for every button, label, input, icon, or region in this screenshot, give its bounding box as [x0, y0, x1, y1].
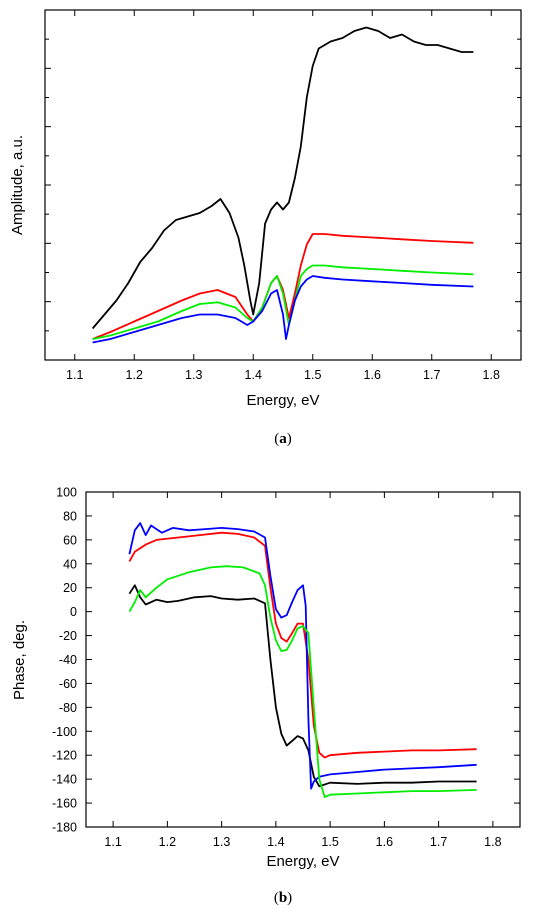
phase-x-tick-label: 1.7 — [430, 835, 447, 849]
phase-y-tick-label: 80 — [63, 509, 77, 523]
amplitude-x-axis-label: Energy, eV — [246, 392, 319, 409]
phase-y-tick-label: 40 — [63, 557, 77, 571]
phase-x-tick-label: 1.2 — [159, 835, 176, 849]
phase-x-tick-label: 1.3 — [213, 835, 230, 849]
phase-x-tick-label: 1.6 — [376, 835, 393, 849]
phase-series-green — [128, 565, 477, 798]
phase-y-tick-label: 60 — [63, 533, 77, 547]
phase-y-tick-label: -100 — [52, 725, 77, 739]
phase-series — [128, 522, 477, 798]
phase-series-blue — [128, 522, 477, 790]
phase-y-tick-label: -140 — [52, 773, 77, 787]
phase-y-axis-label: Phase, deg. — [11, 620, 28, 700]
phase-x-axis-label: Energy, eV — [266, 853, 339, 870]
phase-y-tick-label: -60 — [59, 677, 77, 691]
amplitude-x-ticks: 1.1 1.2 1.3 1.4 1.5 1.6 1.7 1.8 — [66, 10, 500, 382]
amplitude-series-green — [92, 264, 474, 340]
panel-b-label: (b) — [274, 890, 292, 906]
amplitude-plot-frame — [44, 9, 522, 361]
phase-y-tick-label: -40 — [59, 653, 77, 667]
phase-y-tick-label: 20 — [63, 581, 77, 595]
amplitude-x-tick-label: 1.3 — [185, 368, 202, 382]
amplitude-chart: 1.1 1.2 1.3 1.4 1.5 1.6 1.7 1.8 Energy, eV Ampl… — [9, 9, 522, 447]
amplitude-y-ticks — [45, 9, 521, 361]
phase-series-red — [128, 531, 477, 759]
phase-y-tick-label: -120 — [52, 749, 77, 763]
amplitude-x-tick-label: 1.4 — [245, 368, 262, 382]
amplitude-series-black — [91, 26, 474, 330]
phase-y-tick-label: -180 — [52, 821, 77, 835]
amplitude-x-tick-label: 1.1 — [66, 368, 83, 382]
phase-x-ticks: 1.1 1.2 1.3 1.4 1.5 1.6 1.7 1.8 — [104, 492, 502, 849]
amplitude-x-tick-label: 1.5 — [304, 368, 321, 382]
phase-y-tick-label: 0 — [70, 605, 77, 619]
phase-y-tick-label: -20 — [59, 629, 77, 643]
phase-y-tick-label: -160 — [52, 797, 77, 811]
amplitude-y-axis-label: Amplitude, a.u. — [9, 135, 26, 235]
phase-chart: 1.1 1.2 1.3 1.4 1.5 1.6 1.7 1.8 -180 -160 -140 -12… — [11, 486, 521, 906]
phase-x-tick-label: 1.1 — [104, 835, 121, 849]
phase-x-tick-label: 1.8 — [484, 835, 501, 849]
phase-x-tick-label: 1.5 — [321, 835, 338, 849]
amplitude-x-tick-label: 1.6 — [364, 368, 381, 382]
panel-a-label: (a) — [274, 431, 292, 447]
phase-y-ticks: -180 -160 -140 -120 -100 -80 -60 -40 -20 0 20 40 60 8… — [52, 486, 520, 835]
phase-y-tick-label: 100 — [56, 486, 77, 500]
amplitude-x-tick-label: 1.7 — [423, 368, 440, 382]
phase-y-tick-label: -80 — [59, 701, 77, 715]
amplitude-series-blue — [92, 275, 474, 344]
amplitude-series — [91, 26, 474, 344]
phase-x-tick-label: 1.4 — [267, 835, 284, 849]
amplitude-x-tick-label: 1.2 — [126, 368, 143, 382]
phase-series-black — [128, 584, 477, 788]
amplitude-x-tick-label: 1.8 — [483, 368, 500, 382]
